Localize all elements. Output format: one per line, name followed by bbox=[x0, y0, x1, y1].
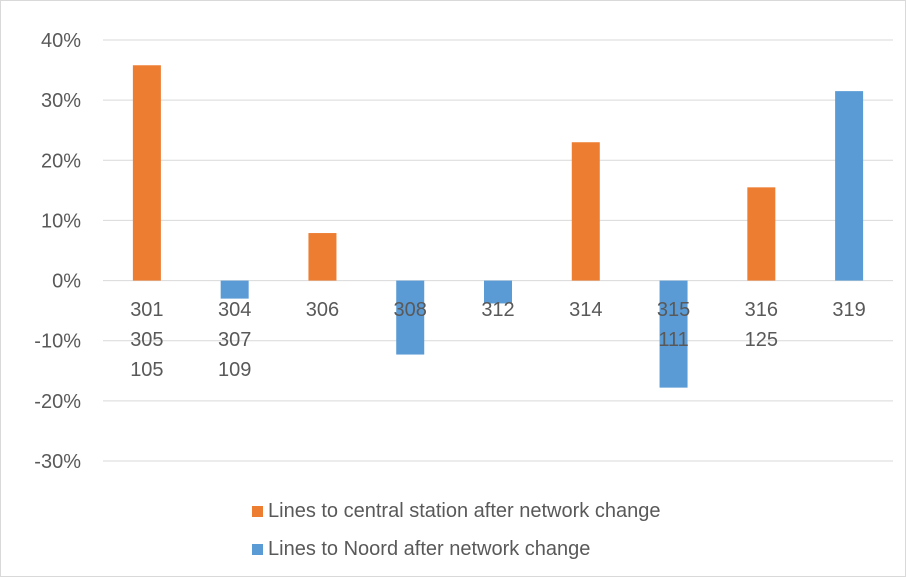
y-tick-label: 40% bbox=[41, 30, 81, 52]
category-label: 319 bbox=[832, 299, 865, 321]
category-label: 301 bbox=[130, 299, 163, 321]
category-label: 307 bbox=[218, 329, 251, 351]
legend-swatch-central bbox=[252, 506, 263, 517]
category-labels: 301 305 105 304 307 109 306 308 312 314 315 111 316 1… bbox=[130, 299, 866, 381]
category-label: 305 bbox=[130, 329, 163, 351]
category-label: 315 bbox=[657, 299, 690, 321]
bar-noord-3 bbox=[396, 280, 425, 355]
category-label: 314 bbox=[569, 299, 602, 321]
legend: Lines to central station after network c… bbox=[252, 500, 660, 560]
y-tick-label: -10% bbox=[34, 331, 81, 353]
category-label: 316 bbox=[745, 299, 778, 321]
category-label: 304 bbox=[218, 299, 251, 321]
category-label: 306 bbox=[306, 299, 339, 321]
bar-central-5 bbox=[571, 142, 600, 281]
bar-central-0 bbox=[132, 65, 161, 281]
y-tick-label: 30% bbox=[41, 90, 81, 112]
legend-label-central: Lines to central station after network c… bbox=[268, 500, 660, 522]
y-tick-label: -30% bbox=[34, 451, 81, 473]
category-label: 125 bbox=[745, 329, 778, 351]
y-axis-tick-labels: 40% 30% 20% 10% 0% -10% -20% -30% bbox=[34, 30, 81, 473]
category-label: 308 bbox=[394, 299, 427, 321]
legend-swatch-noord bbox=[252, 544, 263, 555]
bar-noord-1 bbox=[220, 280, 249, 299]
bar-noord-6 bbox=[659, 280, 688, 388]
category-label: 111 bbox=[658, 329, 688, 351]
bar-noord-8 bbox=[835, 91, 864, 281]
bar-noord-4 bbox=[484, 280, 512, 304]
legend-label-noord: Lines to Noord after network change bbox=[268, 538, 590, 560]
category-label: 312 bbox=[481, 299, 514, 321]
y-tick-label: 0% bbox=[52, 271, 81, 293]
category-label: 109 bbox=[218, 359, 251, 381]
bar-central-2 bbox=[308, 233, 337, 281]
bar-central-7 bbox=[747, 187, 776, 281]
y-tick-label: 10% bbox=[41, 210, 81, 232]
y-tick-label: 20% bbox=[41, 150, 81, 172]
y-tick-label: -20% bbox=[34, 391, 81, 413]
bars bbox=[132, 65, 864, 388]
category-label: 105 bbox=[130, 359, 163, 381]
